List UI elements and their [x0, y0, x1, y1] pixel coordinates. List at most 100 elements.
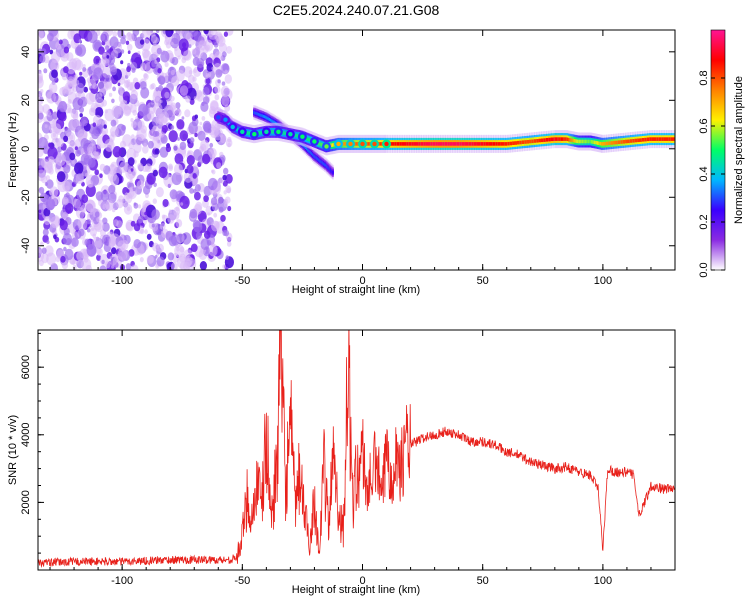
noise-blob — [75, 82, 85, 94]
ridge-blob — [216, 115, 221, 120]
noise-blob — [118, 85, 123, 91]
noise-blob — [169, 189, 178, 200]
main-ridge-core — [644, 137, 648, 142]
main-ridge-core — [548, 137, 552, 142]
noise-blob — [144, 163, 152, 173]
noise-blob — [139, 257, 144, 263]
noise-blob — [85, 199, 95, 212]
noise-blob — [67, 30, 76, 40]
noise-blob — [201, 116, 206, 121]
noise-blob — [112, 86, 116, 92]
main-ridge-core — [483, 142, 487, 146]
y-tick-label: 4000 — [20, 423, 32, 447]
noise-blob — [171, 262, 178, 270]
noise-blob — [105, 45, 110, 51]
main-ridge-core — [468, 142, 473, 146]
noise-blob — [47, 156, 55, 166]
ridge-blobs — [213, 112, 391, 151]
main-ridge-core — [507, 141, 511, 146]
noise-blob — [56, 171, 66, 183]
noise-blob — [186, 164, 194, 174]
main-ridge-core — [399, 142, 403, 146]
x-tick-label: 50 — [477, 575, 489, 587]
noise-blob — [176, 119, 185, 130]
noise-blob — [184, 109, 191, 118]
main-ridge-core — [512, 141, 516, 145]
main-ridge-core — [641, 138, 646, 142]
snr-ticks: -100 -50 0 50 100 2000 4000 6000 — [20, 330, 676, 587]
noise-blob — [133, 223, 141, 232]
main-ridge-core — [622, 140, 627, 144]
main-ridge-core — [423, 142, 427, 146]
noise-blob — [91, 151, 99, 160]
main-ridge-core — [442, 142, 446, 146]
noise-blob — [200, 143, 207, 152]
noise-blob — [104, 109, 108, 114]
noise-blob — [80, 214, 84, 219]
main-ridge-core — [490, 142, 495, 146]
noise-blob — [120, 37, 126, 45]
main-ridge-core — [613, 140, 617, 145]
noise-blob — [223, 31, 228, 37]
main-ridge-core — [447, 142, 451, 146]
noise-blob — [208, 30, 218, 40]
noise-blob — [179, 195, 190, 209]
colorbar: 0.0 0.2 0.4 0.6 0.8 Normalized spectral ampl… — [698, 29, 745, 278]
main-ridge-core — [308, 137, 311, 142]
noise-blob — [174, 163, 183, 175]
noise-blob — [80, 138, 89, 149]
branch-ridge-core — [324, 163, 327, 167]
noise-blob — [161, 223, 165, 227]
noise-blob — [200, 101, 209, 112]
noise-blob — [151, 209, 160, 220]
noise-blob — [96, 216, 101, 223]
noise-blob — [158, 166, 168, 178]
main-ridge-core — [456, 142, 461, 146]
noise-blob — [146, 30, 153, 36]
main-ridge-core — [658, 137, 663, 141]
noise-blob — [210, 185, 214, 190]
noise-blob — [44, 124, 48, 128]
noise-blob — [177, 137, 180, 141]
branch-ridge-core — [322, 162, 326, 166]
main-ridge-core — [521, 140, 526, 144]
noise-blob — [211, 169, 216, 175]
noise-blob — [72, 264, 77, 270]
noise-blob — [126, 147, 137, 161]
main-ridge-core — [444, 142, 449, 146]
noise-blob — [48, 123, 56, 133]
noise-blob — [226, 187, 231, 194]
noise-blob — [173, 144, 179, 151]
noise-blob — [146, 233, 152, 240]
noise-blob — [216, 162, 222, 169]
noise-blob — [80, 116, 88, 127]
noise-region — [38, 30, 234, 270]
main-ridge-core — [452, 142, 456, 146]
noise-blob — [147, 140, 154, 149]
main-ridge-core — [634, 138, 639, 143]
noise-blob — [88, 158, 96, 168]
x-tick-label: 50 — [477, 275, 489, 287]
main-ridge-core — [543, 138, 547, 142]
noise-blob — [81, 258, 92, 270]
noise-blob — [210, 101, 219, 112]
noise-blob — [156, 47, 162, 55]
noise-blob — [198, 40, 207, 51]
noise-blob — [38, 112, 44, 120]
noise-blob — [223, 202, 228, 208]
main-ridge-core — [401, 142, 406, 146]
main-ridge-core — [480, 142, 485, 146]
noise-blob — [224, 74, 232, 84]
ridge-blob — [336, 141, 341, 147]
noise-blob — [81, 194, 89, 204]
noise-blob — [174, 244, 185, 258]
chart-title: C2E5.2024.240.07.21.G08 — [273, 2, 440, 18]
ridge-blob — [288, 132, 293, 137]
noise-blob — [132, 30, 140, 36]
noise-blob — [223, 167, 229, 175]
ridge-blob — [264, 129, 269, 134]
x-tick-label: -100 — [111, 575, 133, 587]
noise-blob — [52, 119, 57, 125]
main-ridge — [217, 108, 675, 156]
noise-blob — [59, 220, 68, 231]
